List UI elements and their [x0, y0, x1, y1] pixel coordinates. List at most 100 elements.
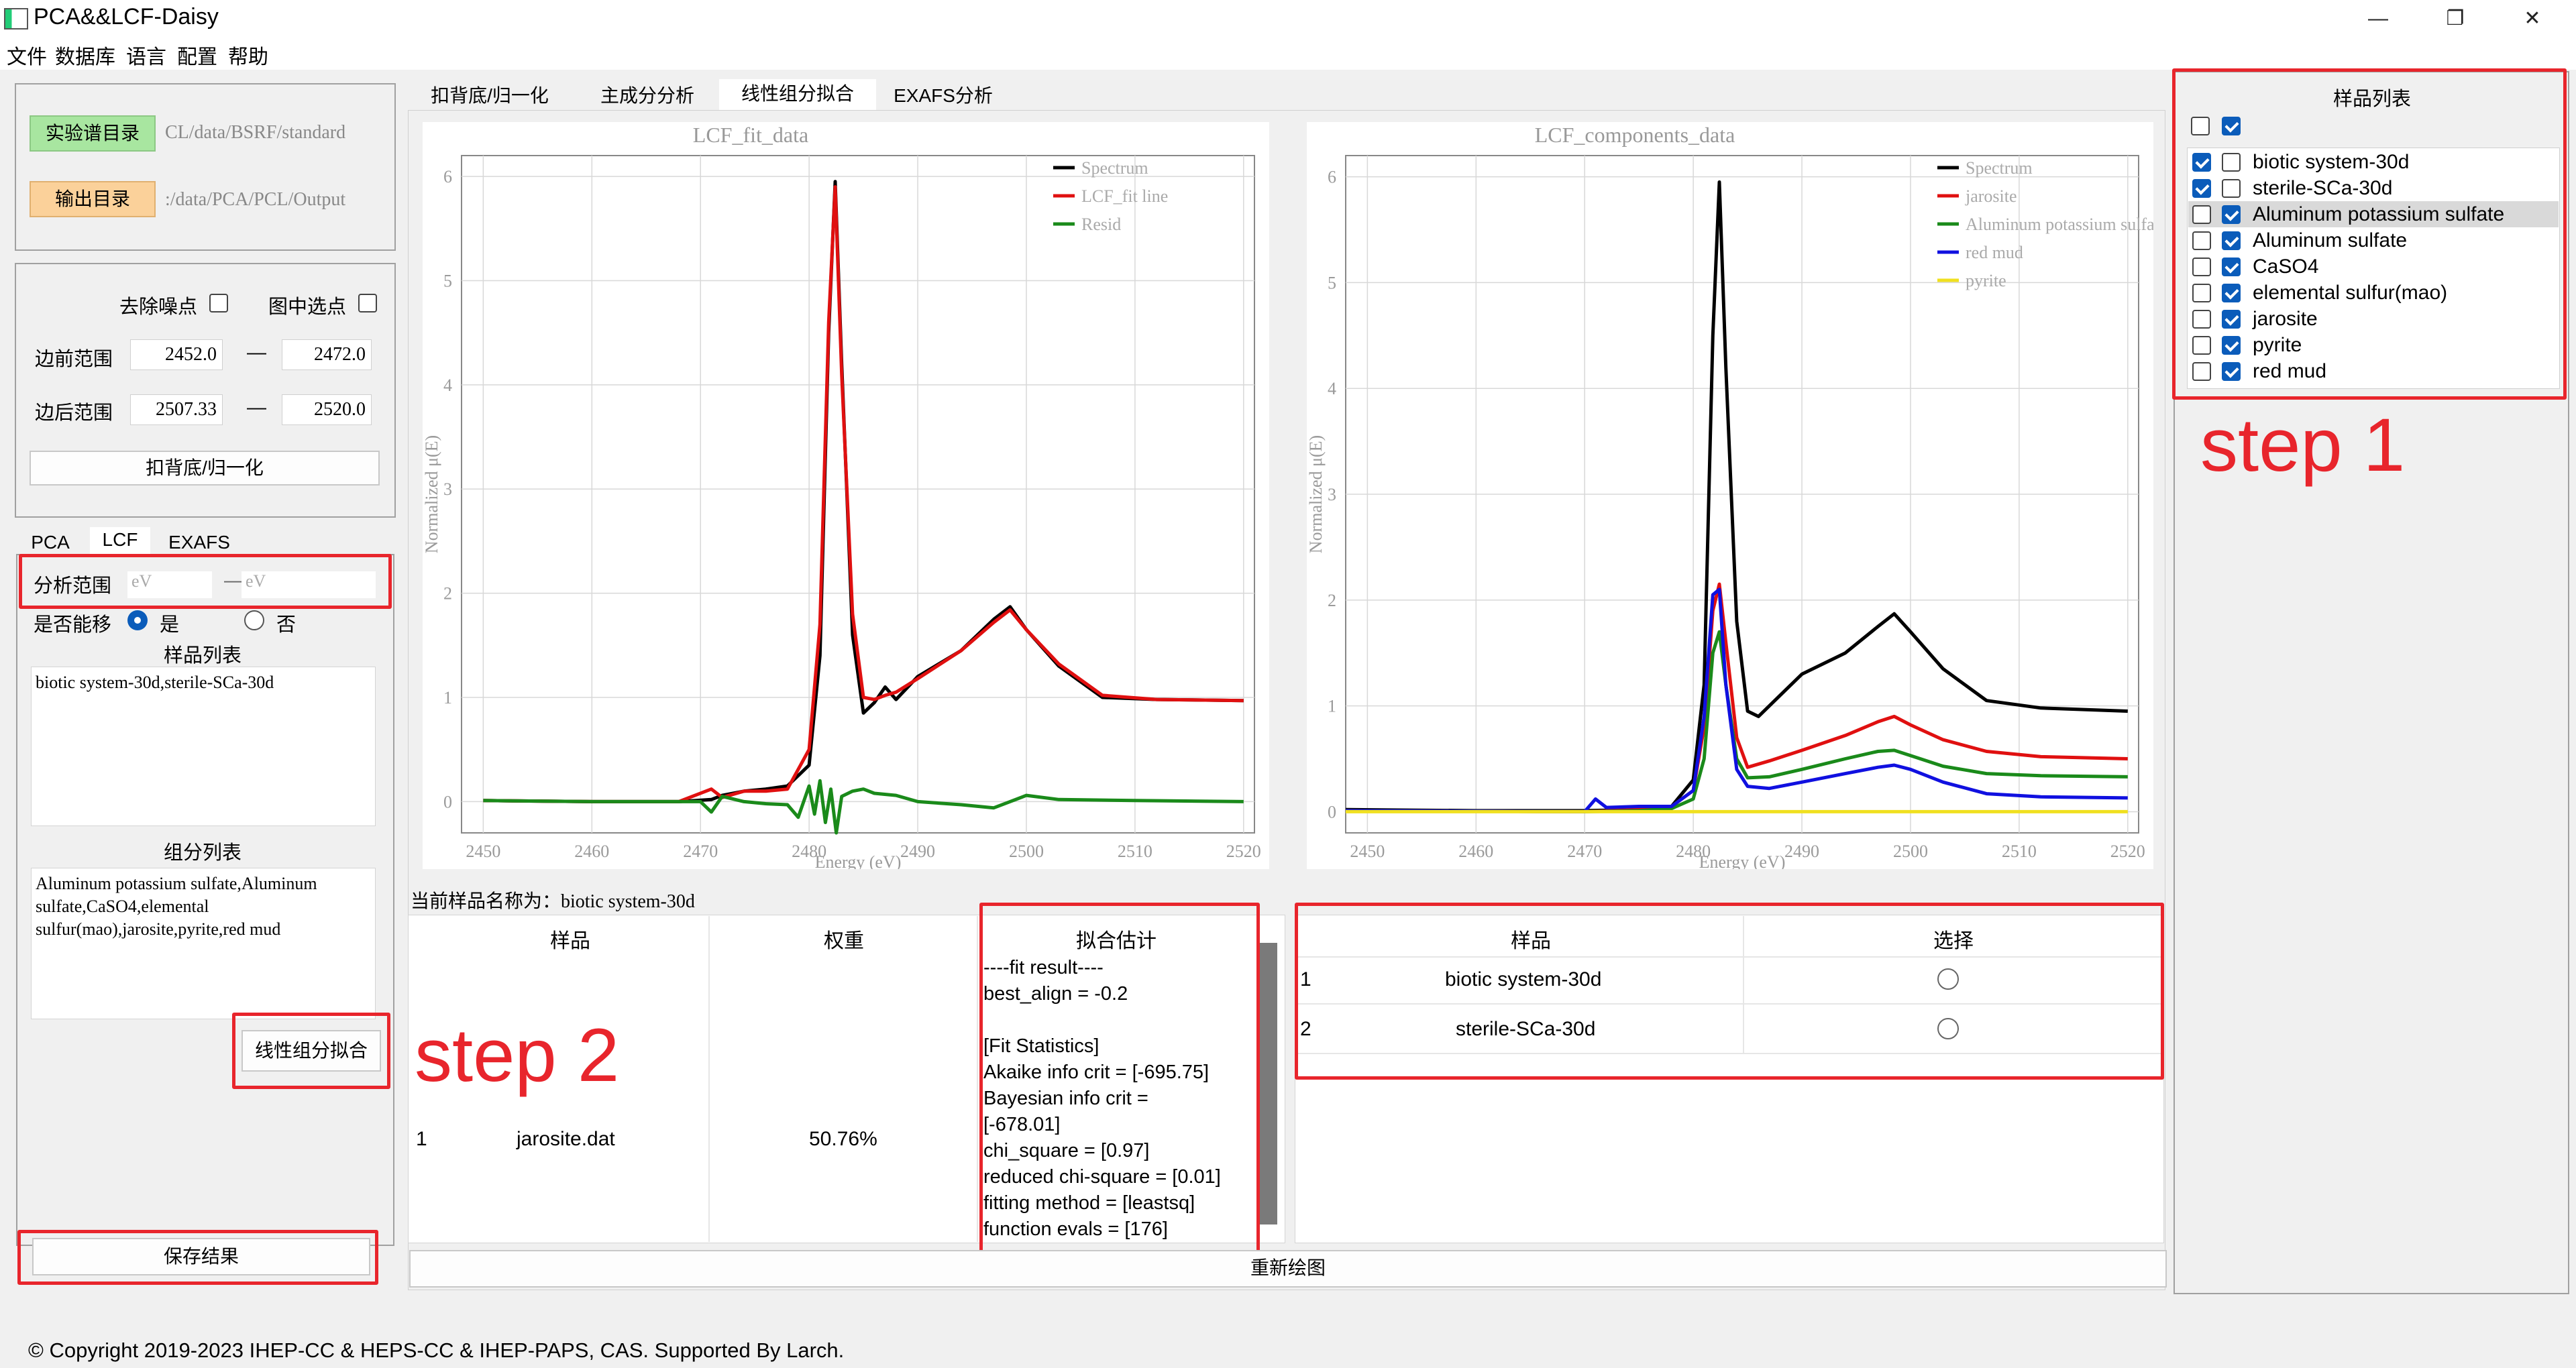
legend-label: jarosite [1965, 186, 2017, 206]
tab-exafs-analysis[interactable]: EXAFS分析 [894, 85, 993, 106]
experiment-dir-button[interactable]: 实验谱目录 [30, 115, 156, 152]
shift-no-radio[interactable] [244, 610, 264, 630]
legend-label: pyrite [1966, 271, 2006, 290]
result-row-name[interactable]: jarosite.dat [517, 1128, 615, 1150]
linear-combination-fit-button[interactable]: 线性组分拟合 [241, 1030, 381, 1072]
select-in-plot-checkbox[interactable] [358, 294, 377, 312]
tab-exafs[interactable]: EXAFS [168, 532, 230, 553]
x-axis-label: Energy (eV) [815, 852, 902, 869]
save-results-button[interactable]: 保存结果 [32, 1238, 370, 1275]
sample-list-name: CaSO4 [2253, 255, 2319, 278]
sample-list-row[interactable]: red mud [2188, 358, 2559, 384]
select-row-name[interactable]: biotic system-30d [1445, 968, 1602, 990]
directory-panel [15, 83, 396, 251]
sample-fit-checkbox[interactable] [2192, 310, 2211, 329]
sample-list-row[interactable]: jarosite [2188, 306, 2559, 332]
legend-label: LCF_fit line [1081, 186, 1168, 206]
x-tick-label: 2480 [1676, 842, 1711, 861]
sample-component-checkbox[interactable] [2222, 310, 2241, 329]
component-list-text[interactable]: Aluminum potassium sulfate,Aluminum sulf… [31, 868, 376, 1019]
background-normalize-button[interactable]: 扣背底/归一化 [30, 451, 380, 486]
sample-component-checkbox[interactable] [2222, 153, 2241, 172]
close-button[interactable]: ✕ [2524, 7, 2541, 30]
pre-edge-label: 边前范围 [35, 349, 113, 370]
fit-line: Akaike info crit = [-695.75] [983, 1062, 1210, 1083]
post-edge-from-input[interactable]: 2507.33 [130, 394, 223, 425]
select-all-checkbox-2[interactable] [2222, 117, 2241, 135]
sample-list-row[interactable]: Aluminum sulfate [2188, 227, 2559, 253]
y-tick-label: 6 [443, 167, 452, 186]
y-axis-label: Normalized μ(E) [423, 435, 441, 553]
range-to-input[interactable]: eV [241, 571, 376, 598]
denoise-checkbox[interactable] [209, 294, 228, 312]
x-tick-label: 2520 [1226, 842, 1261, 861]
select-all-checkbox-1[interactable] [2191, 117, 2210, 135]
sample-component-checkbox[interactable] [2222, 231, 2241, 250]
maximize-button[interactable]: ❐ [2446, 7, 2465, 30]
sample-list-row[interactable]: Aluminum potassium sulfate [2188, 201, 2559, 227]
sample-fit-checkbox[interactable] [2192, 362, 2211, 381]
select-row-index: 2 [1300, 1018, 1311, 1040]
menu-config[interactable]: 配置 [177, 46, 217, 68]
x-tick-label: 2500 [1009, 842, 1044, 861]
tab-lcf[interactable]: LCF [90, 527, 150, 555]
sample-list-row[interactable]: pyrite [2188, 332, 2559, 358]
pre-edge-from-input[interactable]: 2452.0 [130, 339, 223, 370]
post-edge-dash: — [247, 397, 266, 418]
component-list-title: 组分列表 [164, 842, 242, 864]
sample-component-checkbox[interactable] [2222, 205, 2241, 224]
sample-component-checkbox[interactable] [2222, 336, 2241, 355]
select-row-name[interactable]: sterile-SCa-30d [1456, 1018, 1596, 1040]
save-button-highlight [17, 1230, 378, 1285]
lcf-components-chart[interactable]: 2450 2460 2470 2480 2490 2500 2510 2520 0 1 2 3 4 5 6 L… [1307, 122, 2153, 869]
post-edge-to-input[interactable]: 2520.0 [282, 394, 372, 425]
sample-fit-checkbox[interactable] [2192, 205, 2211, 224]
pre-edge-to-input[interactable]: 2472.0 [282, 339, 372, 370]
chart-title: LCF_fit_data [693, 123, 808, 147]
menu-database[interactable]: 数据库 [55, 46, 115, 68]
menu-file[interactable]: 文件 [7, 46, 47, 68]
lcf-fit-chart[interactable]: 2450 2460 2470 2480 2490 2500 2510 2520 0 1 2 3 4 5 6 L… [423, 122, 1269, 869]
sample-list-box [2187, 148, 2560, 389]
tab-background[interactable]: 扣背底/归一化 [431, 85, 549, 106]
sample-list-row[interactable]: elemental sulfur(mao) [2188, 280, 2559, 306]
y-tick-label: 5 [443, 271, 452, 290]
output-dir-button[interactable]: 输出目录 [30, 181, 156, 217]
minimize-button[interactable]: — [2368, 7, 2388, 30]
select-radio-1[interactable] [1937, 968, 1959, 990]
result-scrollbar[interactable] [1260, 943, 1277, 1224]
menu-language[interactable]: 语言 [126, 46, 166, 68]
sample-fit-checkbox[interactable] [2192, 231, 2211, 250]
menu-bar: 文件 数据库 语言 配置 帮助 [0, 38, 2576, 70]
result-row-weight[interactable]: 50.76% [809, 1128, 877, 1150]
sample-list-row[interactable]: sterile-SCa-30d [2188, 175, 2559, 201]
sample-fit-checkbox[interactable] [2192, 179, 2211, 198]
x-tick-label: 2470 [1567, 842, 1602, 861]
result-table [408, 915, 1285, 1243]
sample-list-text[interactable]: biotic system-30d,sterile-SCa-30d [31, 667, 376, 826]
legend-label: Resid [1081, 215, 1121, 234]
tab-pca[interactable]: PCA [31, 532, 70, 553]
sample-fit-checkbox[interactable] [2192, 258, 2211, 276]
sample-component-checkbox[interactable] [2222, 258, 2241, 276]
sample-list-panel-title: 样品列表 [2333, 89, 2412, 110]
denoise-label: 去除噪点 [119, 296, 198, 318]
redraw-button[interactable]: 重新绘图 [409, 1250, 2167, 1288]
sample-fit-checkbox[interactable] [2192, 336, 2211, 355]
sample-component-checkbox[interactable] [2222, 179, 2241, 198]
tab-pca-analysis[interactable]: 主成分分析 [600, 85, 694, 106]
x-tick-label: 2480 [792, 842, 826, 861]
sample-fit-checkbox[interactable] [2192, 284, 2211, 302]
select-radio-2[interactable] [1937, 1018, 1959, 1039]
sample-list-row[interactable]: CaSO4 [2188, 253, 2559, 280]
shift-yes-radio[interactable] [127, 610, 148, 630]
fit-statistics-text[interactable]: ----fit result---- best_align = -0.2 [Fit … [983, 955, 1252, 1243]
x-tick-label: 2510 [2002, 842, 2037, 861]
range-from-input[interactable]: eV [127, 571, 212, 598]
menu-help[interactable]: 帮助 [228, 46, 268, 68]
sample-fit-checkbox[interactable] [2192, 153, 2211, 172]
sample-component-checkbox[interactable] [2222, 284, 2241, 302]
tab-lcf-fit[interactable]: 线性组分拟合 [719, 79, 876, 111]
sample-component-checkbox[interactable] [2222, 362, 2241, 381]
sample-list-row[interactable]: biotic system-30d [2188, 149, 2559, 175]
